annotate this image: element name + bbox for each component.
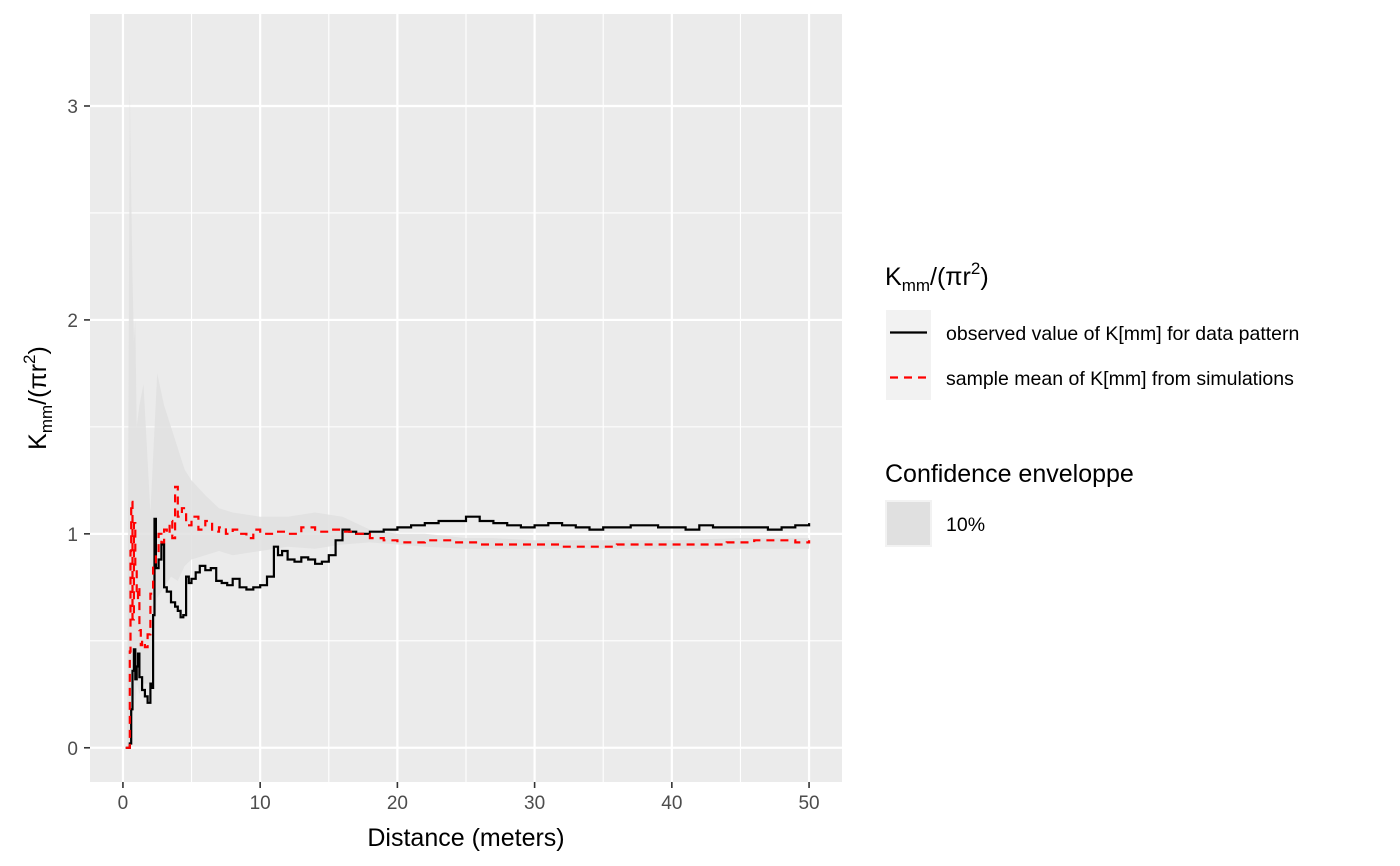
y-tick-label: 1 (67, 525, 78, 546)
x-tick-label: 30 (524, 793, 545, 814)
legend: Kmm/(πr2) observed value of K[mm] for da… (885, 259, 1299, 547)
x-axis-ticks: 0 10 20 30 40 50 (118, 782, 820, 814)
x-tick-label: 50 (798, 793, 819, 814)
legend-label-envelope: 10% (946, 514, 985, 536)
x-tick-label: 10 (250, 793, 271, 814)
y-tick-label: 3 (67, 97, 78, 118)
y-tick-label: 0 (67, 739, 78, 760)
legend-label-simulated: sample mean of K[mm] from simulations (946, 368, 1294, 390)
grid-lines (90, 14, 842, 782)
observed-series-line (125, 515, 811, 749)
legend-fill-title: Confidence enveloppe (885, 460, 1134, 488)
x-axis-title: Distance (meters) (367, 824, 564, 852)
x-tick-label: 0 (118, 793, 129, 814)
simulated-mean-series-line (125, 485, 811, 749)
x-tick-label: 40 (661, 793, 682, 814)
y-tick-label: 2 (67, 311, 78, 332)
y-axis-title: Kmm/(πr2) (20, 346, 56, 450)
x-tick-label: 20 (387, 793, 408, 814)
legend-line-title: Kmm/(πr2) (885, 259, 989, 295)
y-axis-ticks: 0 1 2 3 (67, 97, 90, 760)
legend-label-observed: observed value of K[mm] for data pattern (946, 323, 1299, 345)
legend-key-envelope (885, 500, 932, 547)
